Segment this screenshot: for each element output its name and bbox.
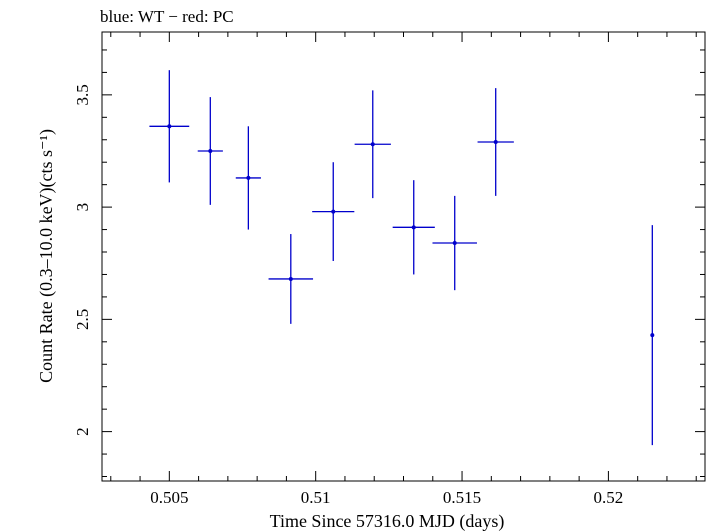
data-point [392, 180, 435, 275]
data-point [268, 234, 314, 324]
y-tick-label: 3 [73, 203, 92, 212]
data-point [432, 195, 477, 291]
data-marker [452, 241, 457, 246]
data-marker [331, 209, 336, 214]
x-tick-label: 0.515 [443, 488, 481, 507]
data-point [312, 162, 355, 261]
y-tick-label: 2.5 [73, 309, 92, 330]
y-axis-label: Count Rate (0.3–10.0 keV)(cts s⁻¹) [36, 129, 57, 383]
data-marker [370, 142, 375, 147]
x-tick-label: 0.52 [594, 488, 624, 507]
y-tick-label: 3.5 [73, 84, 92, 105]
data-marker [246, 175, 251, 180]
x-axis-label: Time Since 57316.0 MJD (days) [270, 511, 505, 532]
data-marker [650, 333, 655, 338]
x-tick-label: 0.505 [150, 488, 188, 507]
chart-title: blue: WT − red: PC [100, 7, 234, 26]
plot-frame [101, 31, 706, 482]
y-tick-labels: 2 2.5 3 3.5 [73, 84, 92, 436]
data-point [197, 97, 223, 205]
data-point [477, 88, 514, 196]
y-tick-label: 2 [73, 427, 92, 436]
data-marker [208, 148, 213, 153]
data-point [235, 126, 261, 230]
data-marker [493, 140, 498, 145]
data-marker [411, 225, 416, 230]
x-tick-labels: 0.505 0.51 0.515 0.52 [150, 488, 623, 507]
data-points [149, 70, 655, 446]
axis-ticks [102, 32, 705, 481]
data-point [354, 90, 391, 199]
data-point [650, 225, 655, 446]
x-tick-label: 0.51 [301, 488, 331, 507]
data-point [149, 70, 190, 183]
data-marker [167, 124, 172, 129]
data-marker [288, 276, 293, 281]
